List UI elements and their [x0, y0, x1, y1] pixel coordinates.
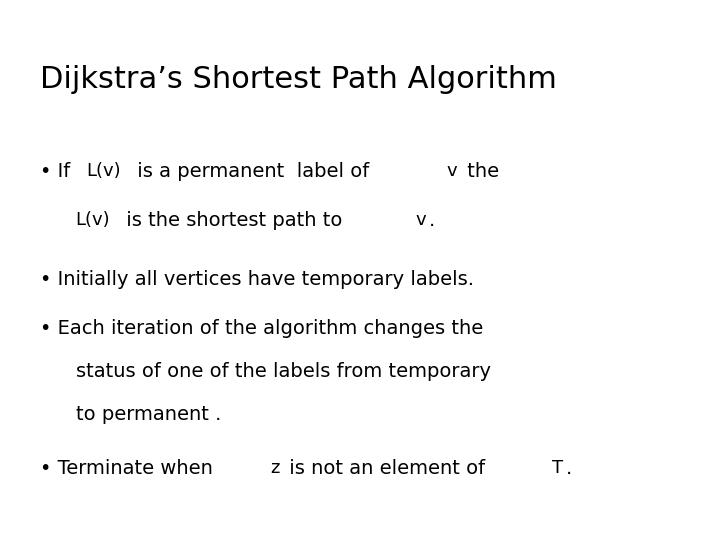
- Text: L(v): L(v): [86, 162, 122, 180]
- Text: .: .: [566, 459, 572, 478]
- Text: • If: • If: [40, 162, 76, 181]
- Text: v: v: [447, 162, 457, 180]
- Text: .: .: [429, 211, 435, 229]
- Text: • Terminate when: • Terminate when: [40, 459, 219, 478]
- Text: status of one of the labels from temporary: status of one of the labels from tempora…: [76, 362, 490, 381]
- Text: • Each iteration of the algorithm changes the: • Each iteration of the algorithm change…: [40, 319, 483, 338]
- Text: is not an element of: is not an element of: [283, 459, 491, 478]
- Text: Dijkstra’s Shortest Path Algorithm: Dijkstra’s Shortest Path Algorithm: [40, 65, 557, 94]
- Text: L(v): L(v): [76, 211, 110, 228]
- Text: v: v: [415, 211, 426, 228]
- Text: to permanent .: to permanent .: [76, 405, 221, 424]
- Text: is the shortest path to: is the shortest path to: [120, 211, 349, 229]
- Text: z: z: [271, 459, 280, 477]
- Text: • Initially all vertices have temporary labels.: • Initially all vertices have temporary …: [40, 270, 474, 289]
- Text: is a permanent  label of: is a permanent label of: [131, 162, 376, 181]
- Text: T: T: [552, 459, 563, 477]
- Text: the: the: [461, 162, 499, 181]
